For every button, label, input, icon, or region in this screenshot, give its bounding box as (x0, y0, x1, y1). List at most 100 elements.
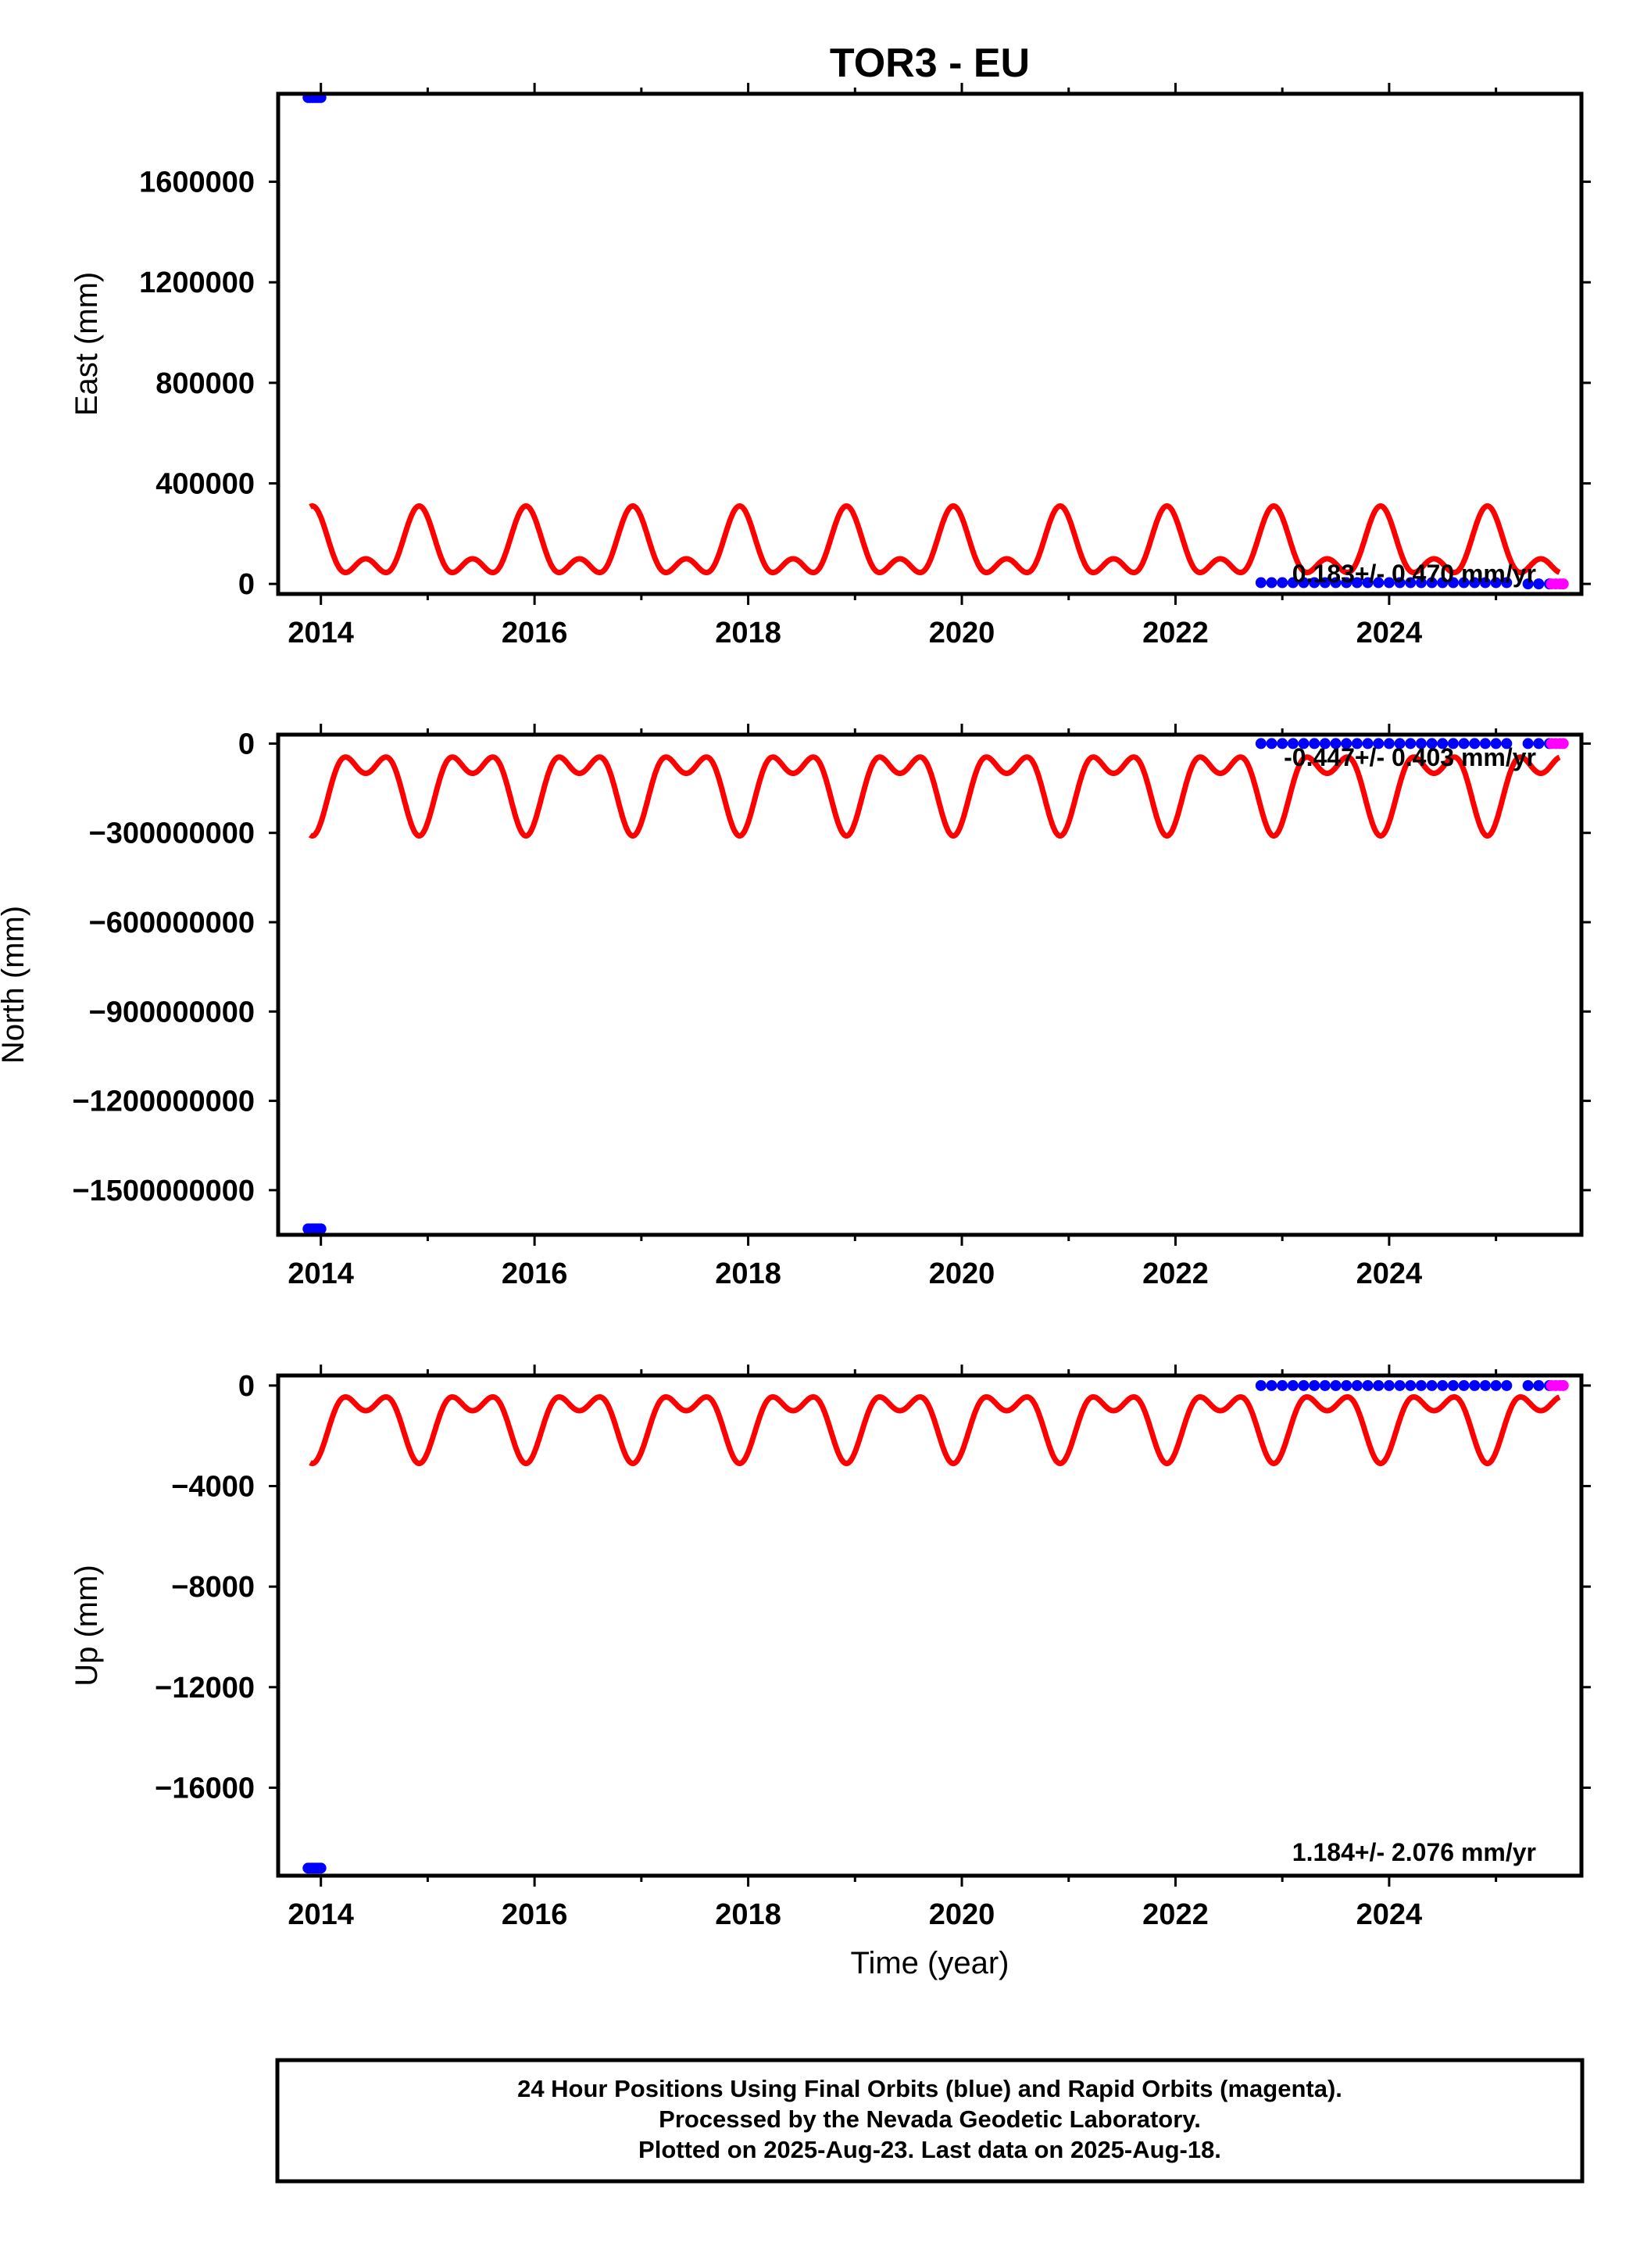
north-final-orbits-point (1277, 738, 1288, 749)
up-final-orbits-point (1277, 1379, 1288, 1391)
north-final-orbits-point (1415, 738, 1427, 749)
north-ytick-label: −600000000 (89, 907, 255, 939)
up-xtick-label: 2014 (288, 1898, 354, 1931)
north-final-orbits-point (1479, 738, 1491, 749)
east-rapid-orbits-point (1557, 578, 1569, 590)
up-final-orbits-point (315, 1862, 327, 1874)
up-model-curve (308, 1393, 1562, 1467)
north-final-orbits-point (1255, 738, 1267, 749)
up-xtick-label: 2020 (929, 1898, 995, 1931)
north-ytick-label: 0 (238, 728, 255, 760)
footer-line-3: Plotted on 2025-Aug-23. Last data on 202… (638, 2136, 1221, 2163)
up-y-axis-label: Up (mm) (70, 1565, 104, 1687)
north-final-orbits-point (1458, 738, 1470, 749)
north-final-orbits-point (1287, 738, 1299, 749)
up-final-orbits-point (1405, 1379, 1417, 1391)
up-final-orbits-point (1501, 1379, 1513, 1391)
north-rapid-orbits-point (1557, 738, 1569, 749)
east-final-orbits-point (1479, 577, 1491, 588)
up-ytick-label: −8000 (171, 1571, 255, 1604)
up-frame (276, 1373, 1584, 1878)
up-ytick-label: 0 (238, 1370, 255, 1403)
up-final-orbits-point (1373, 1379, 1385, 1391)
north-final-orbits-point (1298, 738, 1310, 749)
east-y-axis-label: East (mm) (70, 272, 104, 416)
north-xtick-label: 2020 (929, 1257, 995, 1290)
up-ytick-label: −4000 (171, 1471, 255, 1504)
north-ytick-label: −1200000000 (72, 1086, 255, 1118)
up-final-orbits-point (1415, 1379, 1427, 1391)
up-xtick-label: 2022 (1142, 1898, 1209, 1931)
up-final-orbits-point (1298, 1379, 1310, 1391)
up-rapid-orbits-point (1557, 1379, 1569, 1391)
north-final-orbits-point (1426, 738, 1438, 749)
up-data-layer (302, 1379, 1569, 1874)
up-final-orbits-point (1266, 1379, 1277, 1391)
north-xtick-label: 2014 (288, 1257, 354, 1290)
up-final-orbits-point (1351, 1379, 1363, 1391)
east-model-curve (308, 503, 1562, 576)
east-final-orbits-point (1330, 577, 1342, 588)
up-final-orbits-point (1437, 1379, 1449, 1391)
north-model-curve (308, 754, 1562, 839)
up-final-orbits-point (1533, 1379, 1545, 1391)
up-rate-label: 1.184+/- 2.076 mm/yr (1292, 1838, 1536, 1866)
east-final-orbits-point (1266, 577, 1277, 588)
up-final-orbits-point (1458, 1379, 1470, 1391)
east-final-orbits-point (1383, 577, 1395, 588)
up-final-orbits-point (1319, 1379, 1331, 1391)
north-final-orbits-point (1383, 738, 1395, 749)
east-xtick-label: 2018 (715, 617, 781, 649)
north-final-orbits-point (1437, 738, 1449, 749)
up-final-orbits-point (1469, 1379, 1481, 1391)
east-ytick-label: 800000 (155, 367, 255, 400)
north-xtick-label: 2022 (1142, 1257, 1209, 1290)
east-final-orbits-point (1447, 577, 1459, 588)
east-final-orbits-point (1458, 577, 1470, 588)
up-xtick-label: 2018 (715, 1898, 781, 1931)
north-final-orbits-point (1351, 738, 1363, 749)
north-final-orbits-point (1309, 738, 1320, 749)
north-data-layer (302, 738, 1569, 1235)
footer-frame (275, 2058, 1585, 2184)
east-xtick-label: 2020 (929, 617, 995, 649)
north-ytick-label: −1500000000 (72, 1175, 255, 1207)
north-final-orbits-point (1405, 738, 1417, 749)
east-frame (276, 91, 1584, 596)
east-panel: 0 400000 800000 1200000 1600000 2014 2016 2018 2… (70, 83, 1591, 649)
north-frame (276, 732, 1584, 1237)
east-final-orbits-point (1277, 577, 1288, 588)
north-final-orbits-point (1341, 738, 1352, 749)
east-ytick-label: 1200000 (139, 267, 255, 299)
east-xtick-label: 2014 (288, 617, 354, 649)
east-final-orbits-point (1533, 578, 1545, 590)
east-xtick-label: 2022 (1142, 617, 1209, 649)
chart-title: TOR3 - EU (830, 41, 1030, 86)
up-ytick-label: −16000 (155, 1772, 255, 1805)
north-final-orbits-point (315, 1223, 327, 1235)
up-final-orbits-point (1309, 1379, 1320, 1391)
up-xtick-label: 2024 (1356, 1898, 1423, 1931)
north-final-orbits-point (1447, 738, 1459, 749)
north-final-orbits-point (1319, 738, 1331, 749)
footer-line-1: 24 Hour Positions Using Final Orbits (bl… (517, 2075, 1342, 2102)
up-final-orbits-point (1383, 1379, 1395, 1391)
east-rate-label: 0.183+/- 0.470 mm/yr (1292, 560, 1536, 588)
east-final-orbits-point (1501, 577, 1513, 588)
east-final-orbits-point (1319, 577, 1331, 588)
up-final-orbits-point (1394, 1379, 1406, 1391)
up-final-orbits-point (1255, 1379, 1267, 1391)
east-final-orbits-point (1351, 577, 1363, 588)
footer-box: 24 Hour Positions Using Final Orbits (bl… (275, 2058, 1585, 2184)
up-final-orbits-point (1287, 1379, 1299, 1391)
up-final-orbits-point (1330, 1379, 1342, 1391)
north-final-orbits-point (1469, 738, 1481, 749)
up-final-orbits-point (1426, 1379, 1438, 1391)
east-final-orbits-point (1469, 577, 1481, 588)
north-final-orbits-point (1373, 738, 1385, 749)
east-xtick-label: 2016 (502, 617, 568, 649)
up-final-orbits-point (1341, 1379, 1352, 1391)
x-axis-label: Time (year) (851, 1946, 1009, 1980)
east-final-orbits-point (1415, 577, 1427, 588)
